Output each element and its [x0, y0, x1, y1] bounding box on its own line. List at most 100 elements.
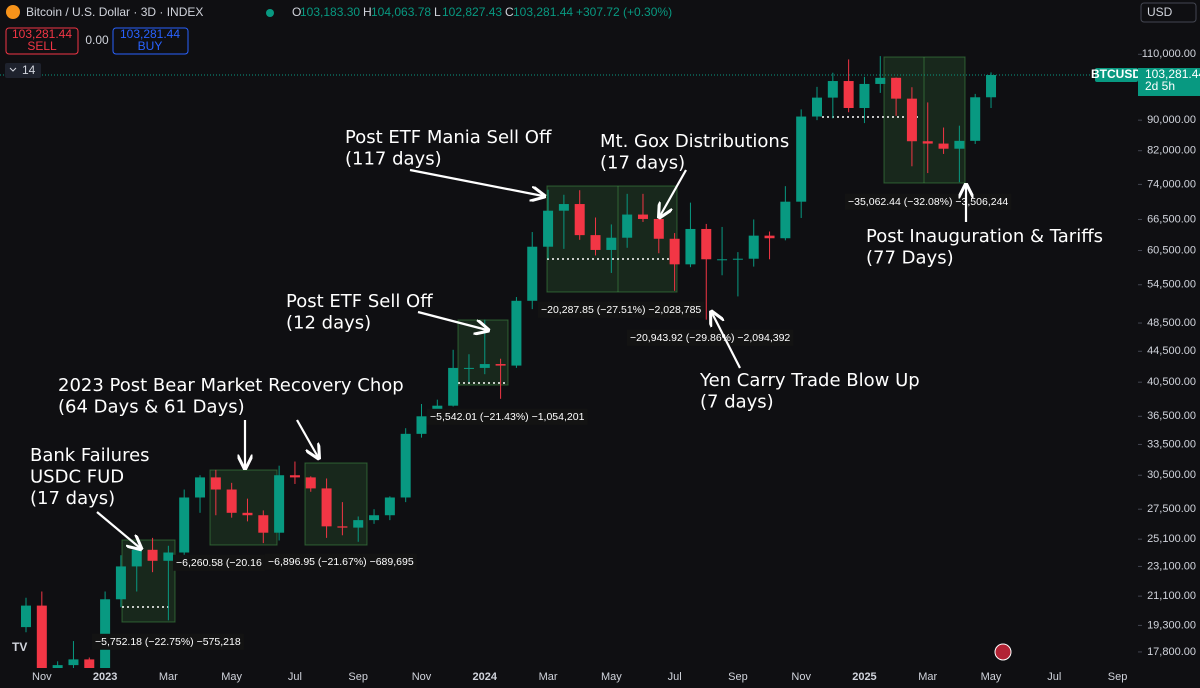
candle-body: [748, 235, 759, 259]
candle-body: [195, 477, 206, 498]
x-tick-label: 2024: [473, 671, 498, 683]
ohlc-key: H: [363, 5, 372, 19]
candle-body: [84, 659, 95, 668]
measure-label-bg: [173, 554, 265, 571]
x-tick-label: Mar: [159, 671, 178, 683]
y-tick-label: 23,100.00: [1147, 560, 1196, 572]
candle-body: [574, 204, 585, 236]
y-tick-label: 66,500.00: [1147, 213, 1196, 225]
tv-logo: TV: [12, 640, 27, 654]
measure-label: −6,896.95 (−21.67%) −689,695: [268, 556, 414, 568]
measure-label-bg: [92, 633, 244, 650]
candle-body: [717, 259, 728, 261]
currency: USD: [1147, 5, 1173, 19]
candle-body: [812, 97, 822, 117]
x-tick-label: 2025: [852, 671, 876, 683]
candle-body: [495, 364, 506, 366]
candle-body: [796, 116, 807, 202]
annotation: Post Inauguration & Tariffs: [866, 226, 1103, 247]
annotation: (17 days): [30, 488, 115, 509]
candle-body: [732, 258, 743, 260]
sell-button[interactable]: [5, 27, 79, 55]
candle-body: [479, 364, 490, 368]
indicator-value: 14: [22, 63, 36, 77]
measure-label: −20,943.92 (−29.86%) −2,094,392: [630, 332, 790, 344]
currency-select[interactable]: [1140, 2, 1197, 23]
status-dot: [266, 9, 274, 17]
arrow: [296, 419, 318, 457]
candle-body: [400, 433, 411, 498]
annotation: Post ETF Mania Sell Off: [345, 127, 552, 148]
y-tick-label: 82,000.00: [1147, 145, 1196, 157]
candle-body: [622, 214, 633, 238]
candle-body: [970, 97, 981, 141]
candle-body: [242, 512, 253, 516]
annotation: (7 days): [700, 392, 774, 413]
candle-body: [954, 140, 965, 149]
candle-body: [891, 77, 902, 99]
candle-body: [764, 235, 775, 239]
measure-box: [304, 462, 368, 546]
x-tick-label: Mar: [918, 671, 937, 683]
symbol[interactable]: Bitcoin / U.S. Dollar · 3D · INDEX: [26, 5, 203, 19]
buy-button[interactable]: [112, 27, 189, 55]
annotation: (12 days): [286, 313, 371, 334]
annotation: USDC FUD: [30, 467, 124, 488]
symbol-tag: [1095, 67, 1138, 82]
event-icon[interactable]: [994, 643, 1012, 661]
candle-body: [226, 489, 237, 513]
measure-label-bg: [265, 553, 417, 570]
candle-body: [653, 218, 664, 239]
x-tick-label: Jul: [288, 671, 302, 683]
x-tick-label: May: [221, 671, 242, 683]
candles: [21, 56, 997, 668]
measure-label: −6,260.58 (−20.16: [176, 557, 262, 569]
candle-body: [179, 497, 190, 553]
candle-body: [274, 475, 285, 533]
ohlc-value: 102,827.43: [442, 5, 502, 19]
arrow: [96, 511, 140, 548]
y-tick-label: 40,500.00: [1147, 376, 1196, 388]
price-tag-countdown: 2d 5h: [1145, 79, 1175, 93]
annotation: (77 Days): [866, 248, 954, 269]
price-tag-text: 103,281.44: [1145, 67, 1200, 81]
measure-label: −5,542.01 (−21.43%) −1,054,201: [430, 411, 585, 423]
annotation: (64 Days & 61 Days): [58, 397, 245, 418]
x-tick-label: Sep: [348, 671, 368, 683]
candle-body: [384, 497, 395, 516]
candle-body: [305, 477, 316, 489]
candle-body: [859, 83, 870, 108]
candle-body: [353, 520, 364, 528]
y-tick-label: 25,100.00: [1147, 533, 1196, 545]
candle-body: [906, 98, 917, 142]
x-tick-label: Nov: [412, 671, 432, 683]
measure-label-bg: [427, 408, 588, 425]
y-tick-label: 44,500.00: [1147, 345, 1196, 357]
arrow: [712, 313, 741, 369]
candle-body: [780, 201, 791, 239]
arrow: [660, 169, 687, 216]
candle-body: [337, 526, 348, 528]
measure-label: −5,752.18 (−22.75%) −575,218: [95, 636, 241, 648]
arrows: [96, 168, 966, 548]
measure-label-bg: [627, 329, 794, 346]
candle-body: [147, 549, 158, 561]
ohlc-key: O: [292, 5, 301, 19]
coin-icon: [6, 5, 20, 19]
indicator-toggle[interactable]: [5, 63, 41, 78]
y-tick-label: 17,800.00: [1147, 646, 1196, 658]
y-tick-label: 36,500.00: [1147, 410, 1196, 422]
candle-body: [463, 367, 474, 369]
candle-body: [100, 599, 111, 668]
candle-body: [827, 81, 838, 98]
arrow: [417, 310, 487, 330]
chevron: [9, 67, 17, 72]
candle-body: [289, 475, 300, 478]
candle-body: [701, 228, 712, 260]
x-tick-label: Nov: [791, 671, 811, 683]
candle-body: [527, 246, 538, 301]
x-tick-label: Jul: [668, 671, 682, 683]
sell-price: 103,281.44: [12, 27, 72, 41]
ohlc-change: +307.72 (+0.30%): [576, 5, 672, 19]
